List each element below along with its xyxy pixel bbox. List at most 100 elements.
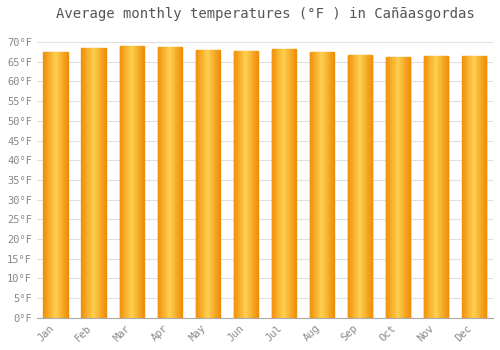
Bar [120,46,121,318]
Bar [217,50,218,318]
Bar [92,48,93,318]
Bar [200,50,202,318]
Bar [123,46,124,318]
Bar [51,52,52,318]
Bar [252,51,254,318]
Bar [97,48,98,318]
Bar [179,47,180,318]
Bar [397,57,398,318]
Bar [444,56,445,318]
Bar [89,48,90,318]
Bar [99,48,100,318]
Bar [472,56,473,318]
Bar [237,51,238,318]
Bar [169,47,170,318]
Bar [320,52,321,318]
Bar [313,52,314,318]
Bar [438,56,440,318]
Bar [396,57,397,318]
Bar [286,49,287,318]
Bar [170,47,172,318]
Bar [359,55,360,318]
Bar [165,47,166,318]
Bar [399,57,400,318]
Bar [251,51,252,318]
Bar [140,46,141,318]
Bar [104,48,106,318]
Bar [446,56,448,318]
Bar [130,46,131,318]
Bar [62,52,63,318]
Bar [479,56,480,318]
Bar [235,51,236,318]
Bar [131,46,132,318]
Bar [475,56,476,318]
Bar [360,55,361,318]
Bar [432,56,434,318]
Bar [321,52,322,318]
Bar [136,46,137,318]
Bar [406,57,407,318]
Bar [168,47,169,318]
Bar [285,49,286,318]
Bar [323,52,324,318]
Bar [430,56,431,318]
Bar [122,46,123,318]
Bar [160,47,161,318]
Bar [128,46,130,318]
Bar [202,50,203,318]
Bar [47,52,48,318]
Bar [440,56,441,318]
Bar [274,49,275,318]
Bar [364,55,365,318]
Bar [55,52,56,318]
Bar [50,52,51,318]
Bar [103,48,104,318]
Bar [248,51,249,318]
Bar [348,55,350,318]
Bar [134,46,135,318]
Bar [280,49,281,318]
Bar [100,48,102,318]
Bar [470,56,471,318]
Bar [245,51,246,318]
Bar [316,52,317,318]
Bar [54,52,55,318]
Bar [402,57,403,318]
Bar [400,57,402,318]
Bar [60,52,61,318]
Bar [242,51,244,318]
Bar [142,46,144,318]
Bar [273,49,274,318]
Bar [445,56,446,318]
Bar [388,57,389,318]
Bar [45,52,46,318]
Bar [65,52,66,318]
Bar [197,50,198,318]
Bar [244,51,245,318]
Bar [138,46,140,318]
Bar [331,52,332,318]
Bar [322,52,323,318]
Bar [293,49,294,318]
Bar [102,48,103,318]
Bar [210,50,211,318]
Bar [46,52,47,318]
Bar [441,56,442,318]
Bar [328,52,330,318]
Bar [275,49,276,318]
Bar [403,57,404,318]
Bar [404,57,406,318]
Bar [427,56,428,318]
Bar [198,50,199,318]
Bar [208,50,210,318]
Bar [218,50,220,318]
Bar [469,56,470,318]
Bar [44,52,45,318]
Bar [159,47,160,318]
Bar [284,49,285,318]
Bar [358,55,359,318]
Bar [483,56,484,318]
Bar [203,50,204,318]
Bar [361,55,362,318]
